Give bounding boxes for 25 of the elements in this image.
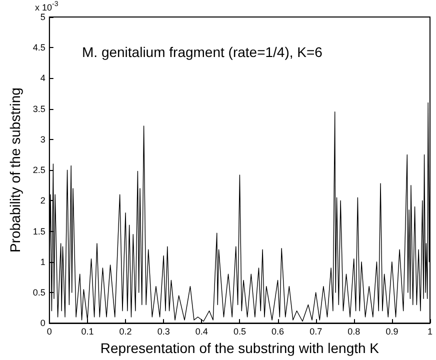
y-tick-label: 3.5 <box>32 104 46 114</box>
y-tick-label: 5 <box>40 12 46 22</box>
y-tick-label: 0.5 <box>32 287 46 298</box>
x-tick-label: 0.2 <box>119 326 132 337</box>
y-tick-label: 2 <box>40 196 46 206</box>
x-axis-title: Representation of the substring with length K <box>100 340 380 356</box>
y-tick-label: 1.5 <box>32 226 46 236</box>
x-tick-label: 0 <box>46 326 52 337</box>
y-tick-label: 4 <box>40 73 46 84</box>
x-tick-label: 0.1 <box>81 326 94 337</box>
x-tick-label: 0.6 <box>272 326 284 337</box>
y-tick-label: 4.5 <box>32 42 46 53</box>
y-tick-label: 1 <box>40 256 46 267</box>
y-tick-label: 2.5 <box>32 165 46 176</box>
x-tick-label: 1 <box>427 326 433 337</box>
y-tick-label: 0 <box>40 318 46 328</box>
x-tick-label: 0.3 <box>157 326 170 337</box>
x-tick-label: 0.4 <box>195 326 208 337</box>
annotation: M. genitalium fragment (rate=1/4), K=6 <box>82 44 323 60</box>
x-tick-label: 0.5 <box>233 326 246 337</box>
x-tick-label: 0.7 <box>310 326 322 337</box>
y-axis-title: Probability of the substring <box>7 88 23 253</box>
y-tick-label: 3 <box>40 134 46 144</box>
x-tick-label: 0.9 <box>386 326 398 337</box>
x-tick-label: 0.8 <box>348 326 360 337</box>
